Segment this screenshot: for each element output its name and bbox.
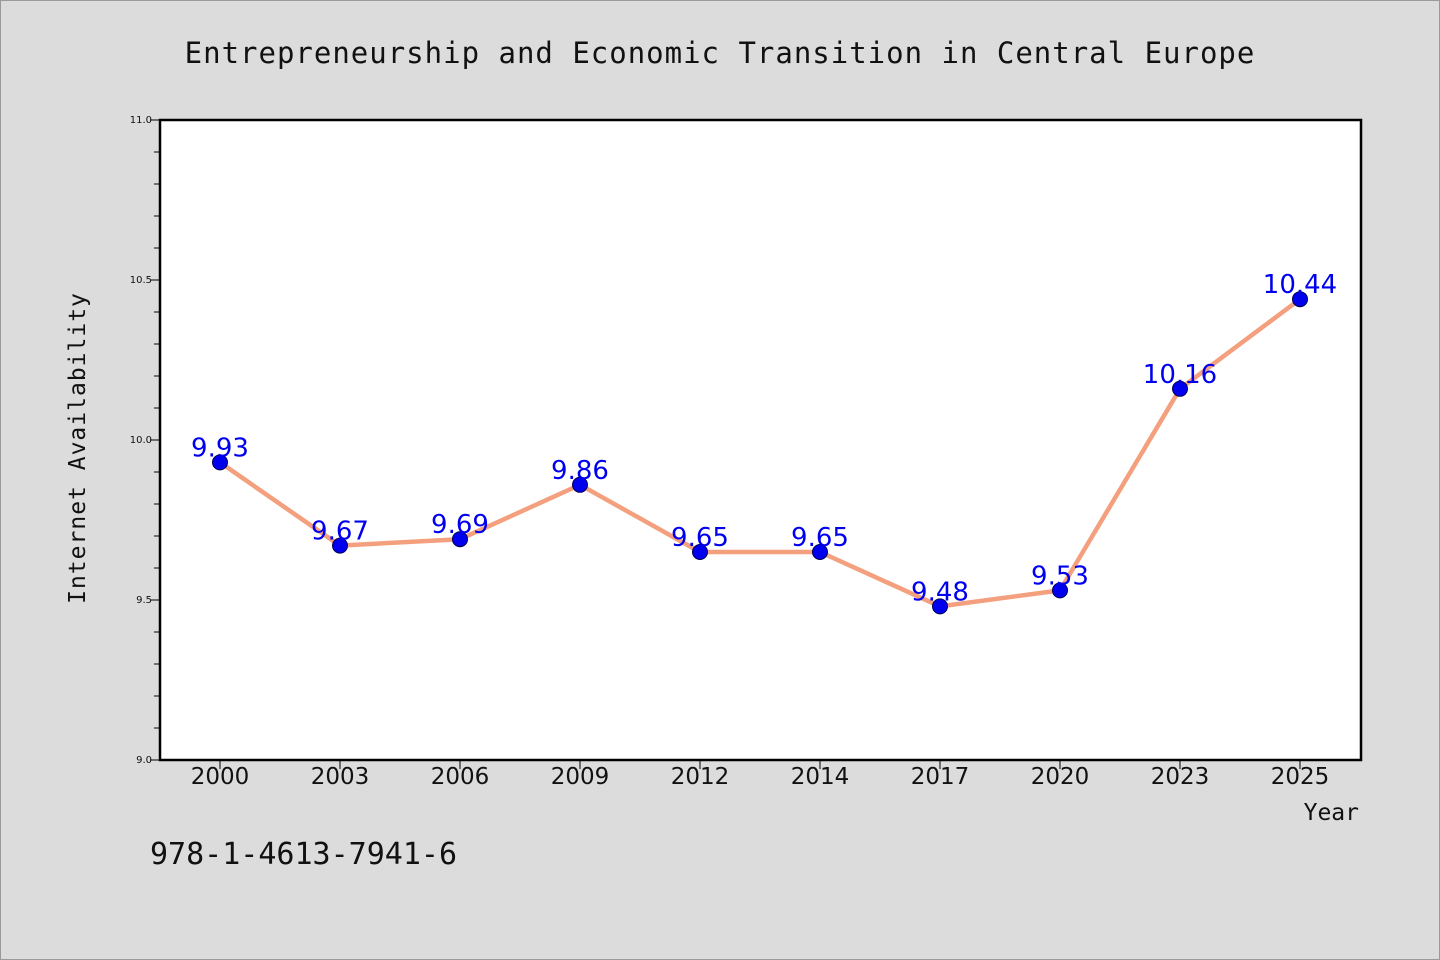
x-axis-label: Year	[1304, 800, 1359, 826]
data-point	[572, 476, 588, 493]
x-tick-label: 2000	[191, 764, 250, 790]
data-label: 10.44	[1263, 270, 1337, 300]
data-label: 9.93	[191, 433, 249, 463]
data-point	[212, 454, 228, 471]
data-point	[332, 537, 348, 554]
data-label: 9.65	[671, 523, 729, 553]
y-axis: 9.0 9.5 10.0 10.5 11.0	[130, 115, 160, 766]
footer-code: 978-1-4613-7941-6	[150, 837, 457, 872]
y-tick-label: 10.5	[130, 275, 152, 286]
x-axis: 2000 2003 2006 2009 2012 2014 2017 2020 2023 2025	[191, 760, 1330, 790]
chart-title: Entrepreneurship and Economic Transition…	[185, 36, 1256, 70]
data-point	[1052, 582, 1068, 599]
x-tick-label: 2025	[1271, 764, 1330, 790]
data-label: 9.67	[311, 517, 369, 547]
x-tick-label: 2003	[311, 764, 370, 790]
data-point	[812, 544, 828, 560]
data-label: 10.16	[1143, 360, 1217, 390]
y-tick-label: 10.0	[130, 435, 152, 446]
series-line-group: 9.93 9.67 9.69 9.86 9.65 9.65 9.48 9.53 10.16 10.…	[191, 270, 1337, 615]
data-label: 9.65	[791, 523, 849, 553]
data-label: 9.53	[1031, 561, 1089, 591]
x-tick-label: 2020	[1031, 764, 1090, 790]
x-tick-label: 2017	[911, 764, 970, 790]
plot-area	[158, 118, 1363, 762]
x-tick-label: 2014	[791, 764, 850, 790]
y-tick-label: 11.0	[130, 115, 152, 126]
y-tick-label: 9.0	[136, 755, 152, 766]
y-tick-label: 9.5	[136, 595, 152, 606]
data-label: 9.48	[911, 577, 969, 607]
data-label: 9.69	[431, 510, 489, 540]
data-point	[692, 544, 708, 560]
x-tick-label: 2012	[671, 764, 730, 790]
data-label: 9.86	[551, 456, 609, 486]
x-tick-label: 2009	[551, 764, 610, 790]
x-tick-label: 2006	[431, 764, 490, 790]
series-line	[218, 297, 1302, 609]
data-point	[452, 531, 468, 548]
data-point	[1172, 380, 1188, 397]
x-tick-label: 2023	[1151, 764, 1210, 790]
data-point	[1292, 291, 1308, 308]
y-axis-label: Internet Availability	[65, 292, 91, 604]
data-point	[932, 598, 948, 615]
